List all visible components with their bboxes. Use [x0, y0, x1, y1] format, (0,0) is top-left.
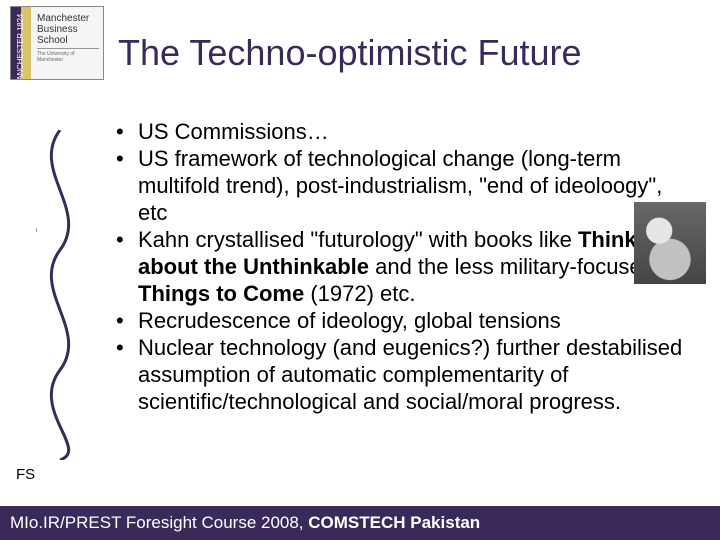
- tiny-mark: [36, 228, 37, 232]
- logo-line2: Business School: [37, 24, 99, 46]
- slide-title: The Techno-optimistic Future: [118, 32, 700, 74]
- fs-label: FS: [16, 466, 35, 483]
- footer-bar: MIo.IR/PREST Foresight Course 2008, COMS…: [0, 506, 720, 540]
- footer-bold: COMSTECH Pakistan: [308, 513, 480, 532]
- bullet-bold-text: Things to Come: [138, 281, 304, 306]
- bullet-text: Kahn crystallised "futurology" with book…: [138, 227, 578, 252]
- bullet-item: US Commissions…: [110, 118, 692, 145]
- institution-logo: MANCHESTER 1824 Manchester Business Scho…: [10, 6, 104, 80]
- bullet-text: Recrudescence of ideology, global tensio…: [138, 308, 561, 333]
- logo-stripe: MANCHESTER 1824: [11, 7, 31, 79]
- bullet-text: and the less military-focused: [369, 254, 654, 279]
- bullet-text: US framework of technological change (lo…: [138, 146, 662, 225]
- logo-main: Manchester Business School The Universit…: [31, 7, 103, 79]
- bullet-item: Nuclear technology (and eugenics?) furth…: [110, 334, 692, 415]
- slide: MANCHESTER 1824 Manchester Business Scho…: [0, 0, 720, 540]
- bullet-list: US Commissions…US framework of technolog…: [110, 118, 692, 415]
- bullet-text: (1972) etc.: [304, 281, 415, 306]
- footer-text: MIo.IR/PREST Foresight Course 2008, COMS…: [10, 513, 480, 533]
- squiggle-path: [51, 130, 68, 460]
- squiggle-decoration: [20, 130, 100, 460]
- logo-stripe-text: MANCHESTER 1824: [17, 14, 26, 80]
- footer-prefix: MIo.IR/PREST Foresight Course 2008,: [10, 513, 308, 532]
- slide-body: US Commissions…US framework of technolog…: [110, 118, 692, 415]
- bullet-text: US Commissions…: [138, 119, 329, 144]
- bullet-item: Kahn crystallised "futurology" with book…: [110, 226, 692, 307]
- bullet-item: Recrudescence of ideology, global tensio…: [110, 307, 692, 334]
- bullet-text: Nuclear technology (and eugenics?) furth…: [138, 335, 682, 414]
- logo-line1: Manchester: [37, 13, 99, 24]
- bullet-item: US framework of technological change (lo…: [110, 145, 692, 226]
- portrait-image: [634, 202, 706, 284]
- logo-sub: The University of Manchester: [37, 48, 99, 63]
